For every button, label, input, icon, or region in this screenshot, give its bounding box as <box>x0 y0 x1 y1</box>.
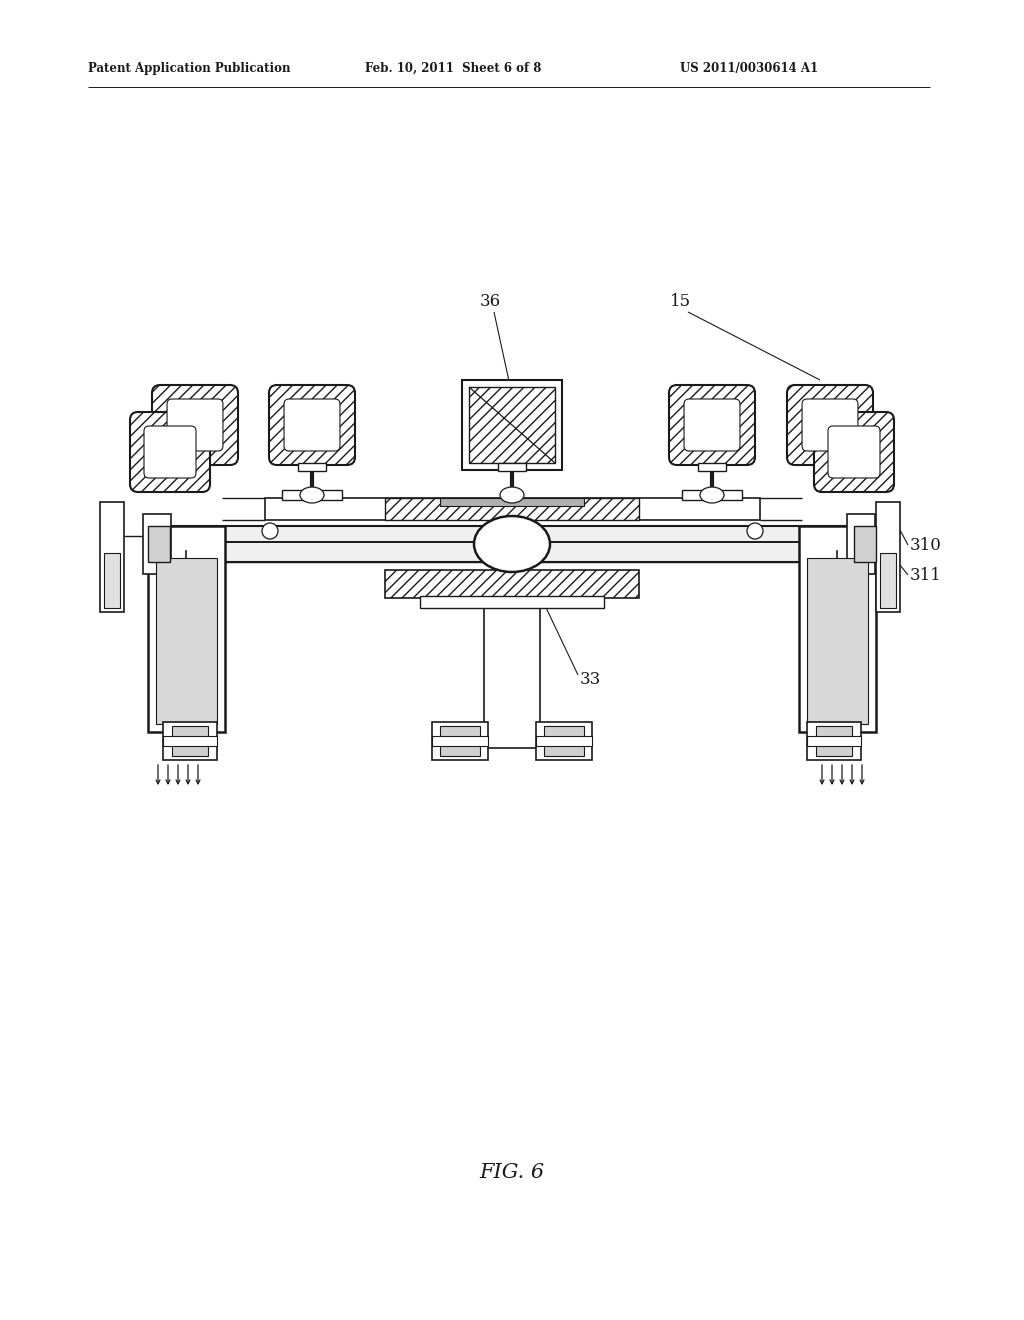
FancyBboxPatch shape <box>284 399 340 451</box>
FancyBboxPatch shape <box>828 426 880 478</box>
Bar <box>854 525 876 562</box>
Bar <box>807 722 861 760</box>
Text: US 2011/0030614 A1: US 2011/0030614 A1 <box>680 62 818 75</box>
Bar <box>816 726 852 756</box>
Bar <box>298 463 326 471</box>
Text: Feb. 10, 2011  Sheet 6 of 8: Feb. 10, 2011 Sheet 6 of 8 <box>365 62 542 75</box>
Bar <box>440 498 584 506</box>
Bar <box>385 570 639 598</box>
Bar <box>698 463 726 471</box>
Bar <box>265 498 760 520</box>
FancyBboxPatch shape <box>802 399 858 451</box>
Bar <box>385 498 639 520</box>
Ellipse shape <box>262 523 278 539</box>
Bar <box>536 722 592 760</box>
Bar <box>807 737 861 746</box>
Ellipse shape <box>746 523 763 539</box>
FancyBboxPatch shape <box>787 385 873 465</box>
FancyBboxPatch shape <box>669 385 755 465</box>
Bar <box>100 502 124 612</box>
Bar <box>148 525 870 562</box>
Bar <box>440 726 480 756</box>
Ellipse shape <box>700 487 724 503</box>
Bar <box>536 737 592 746</box>
Bar <box>163 722 217 760</box>
Text: FIG. 6: FIG. 6 <box>479 1163 545 1181</box>
Text: 310: 310 <box>910 536 942 553</box>
Bar <box>163 737 217 746</box>
Bar <box>156 558 217 723</box>
Bar <box>682 490 742 500</box>
Ellipse shape <box>474 516 550 572</box>
Bar <box>432 737 488 746</box>
Text: 36: 36 <box>479 293 501 310</box>
Ellipse shape <box>300 487 324 503</box>
FancyBboxPatch shape <box>484 399 540 451</box>
Bar <box>498 463 526 471</box>
Text: 15: 15 <box>670 293 690 310</box>
Bar <box>880 553 896 609</box>
Bar <box>807 558 868 723</box>
Bar <box>799 525 876 733</box>
Bar <box>104 553 120 609</box>
Text: 33: 33 <box>580 672 601 689</box>
Bar <box>148 525 225 733</box>
FancyBboxPatch shape <box>130 412 210 492</box>
FancyBboxPatch shape <box>152 385 238 465</box>
Text: Patent Application Publication: Patent Application Publication <box>88 62 291 75</box>
Text: 311: 311 <box>910 566 942 583</box>
Bar <box>484 598 540 748</box>
Bar <box>462 380 562 470</box>
FancyBboxPatch shape <box>814 412 894 492</box>
Bar <box>420 597 604 609</box>
Bar <box>143 513 171 574</box>
FancyBboxPatch shape <box>684 399 740 451</box>
Ellipse shape <box>500 487 524 503</box>
FancyBboxPatch shape <box>144 426 196 478</box>
Bar <box>172 726 208 756</box>
FancyBboxPatch shape <box>167 399 223 451</box>
Bar <box>432 722 488 760</box>
FancyBboxPatch shape <box>469 385 555 465</box>
Bar <box>876 502 900 612</box>
Bar <box>469 387 555 463</box>
Bar <box>847 513 874 574</box>
Bar <box>282 490 342 500</box>
Bar <box>148 525 170 562</box>
FancyBboxPatch shape <box>269 385 355 465</box>
Bar <box>544 726 584 756</box>
